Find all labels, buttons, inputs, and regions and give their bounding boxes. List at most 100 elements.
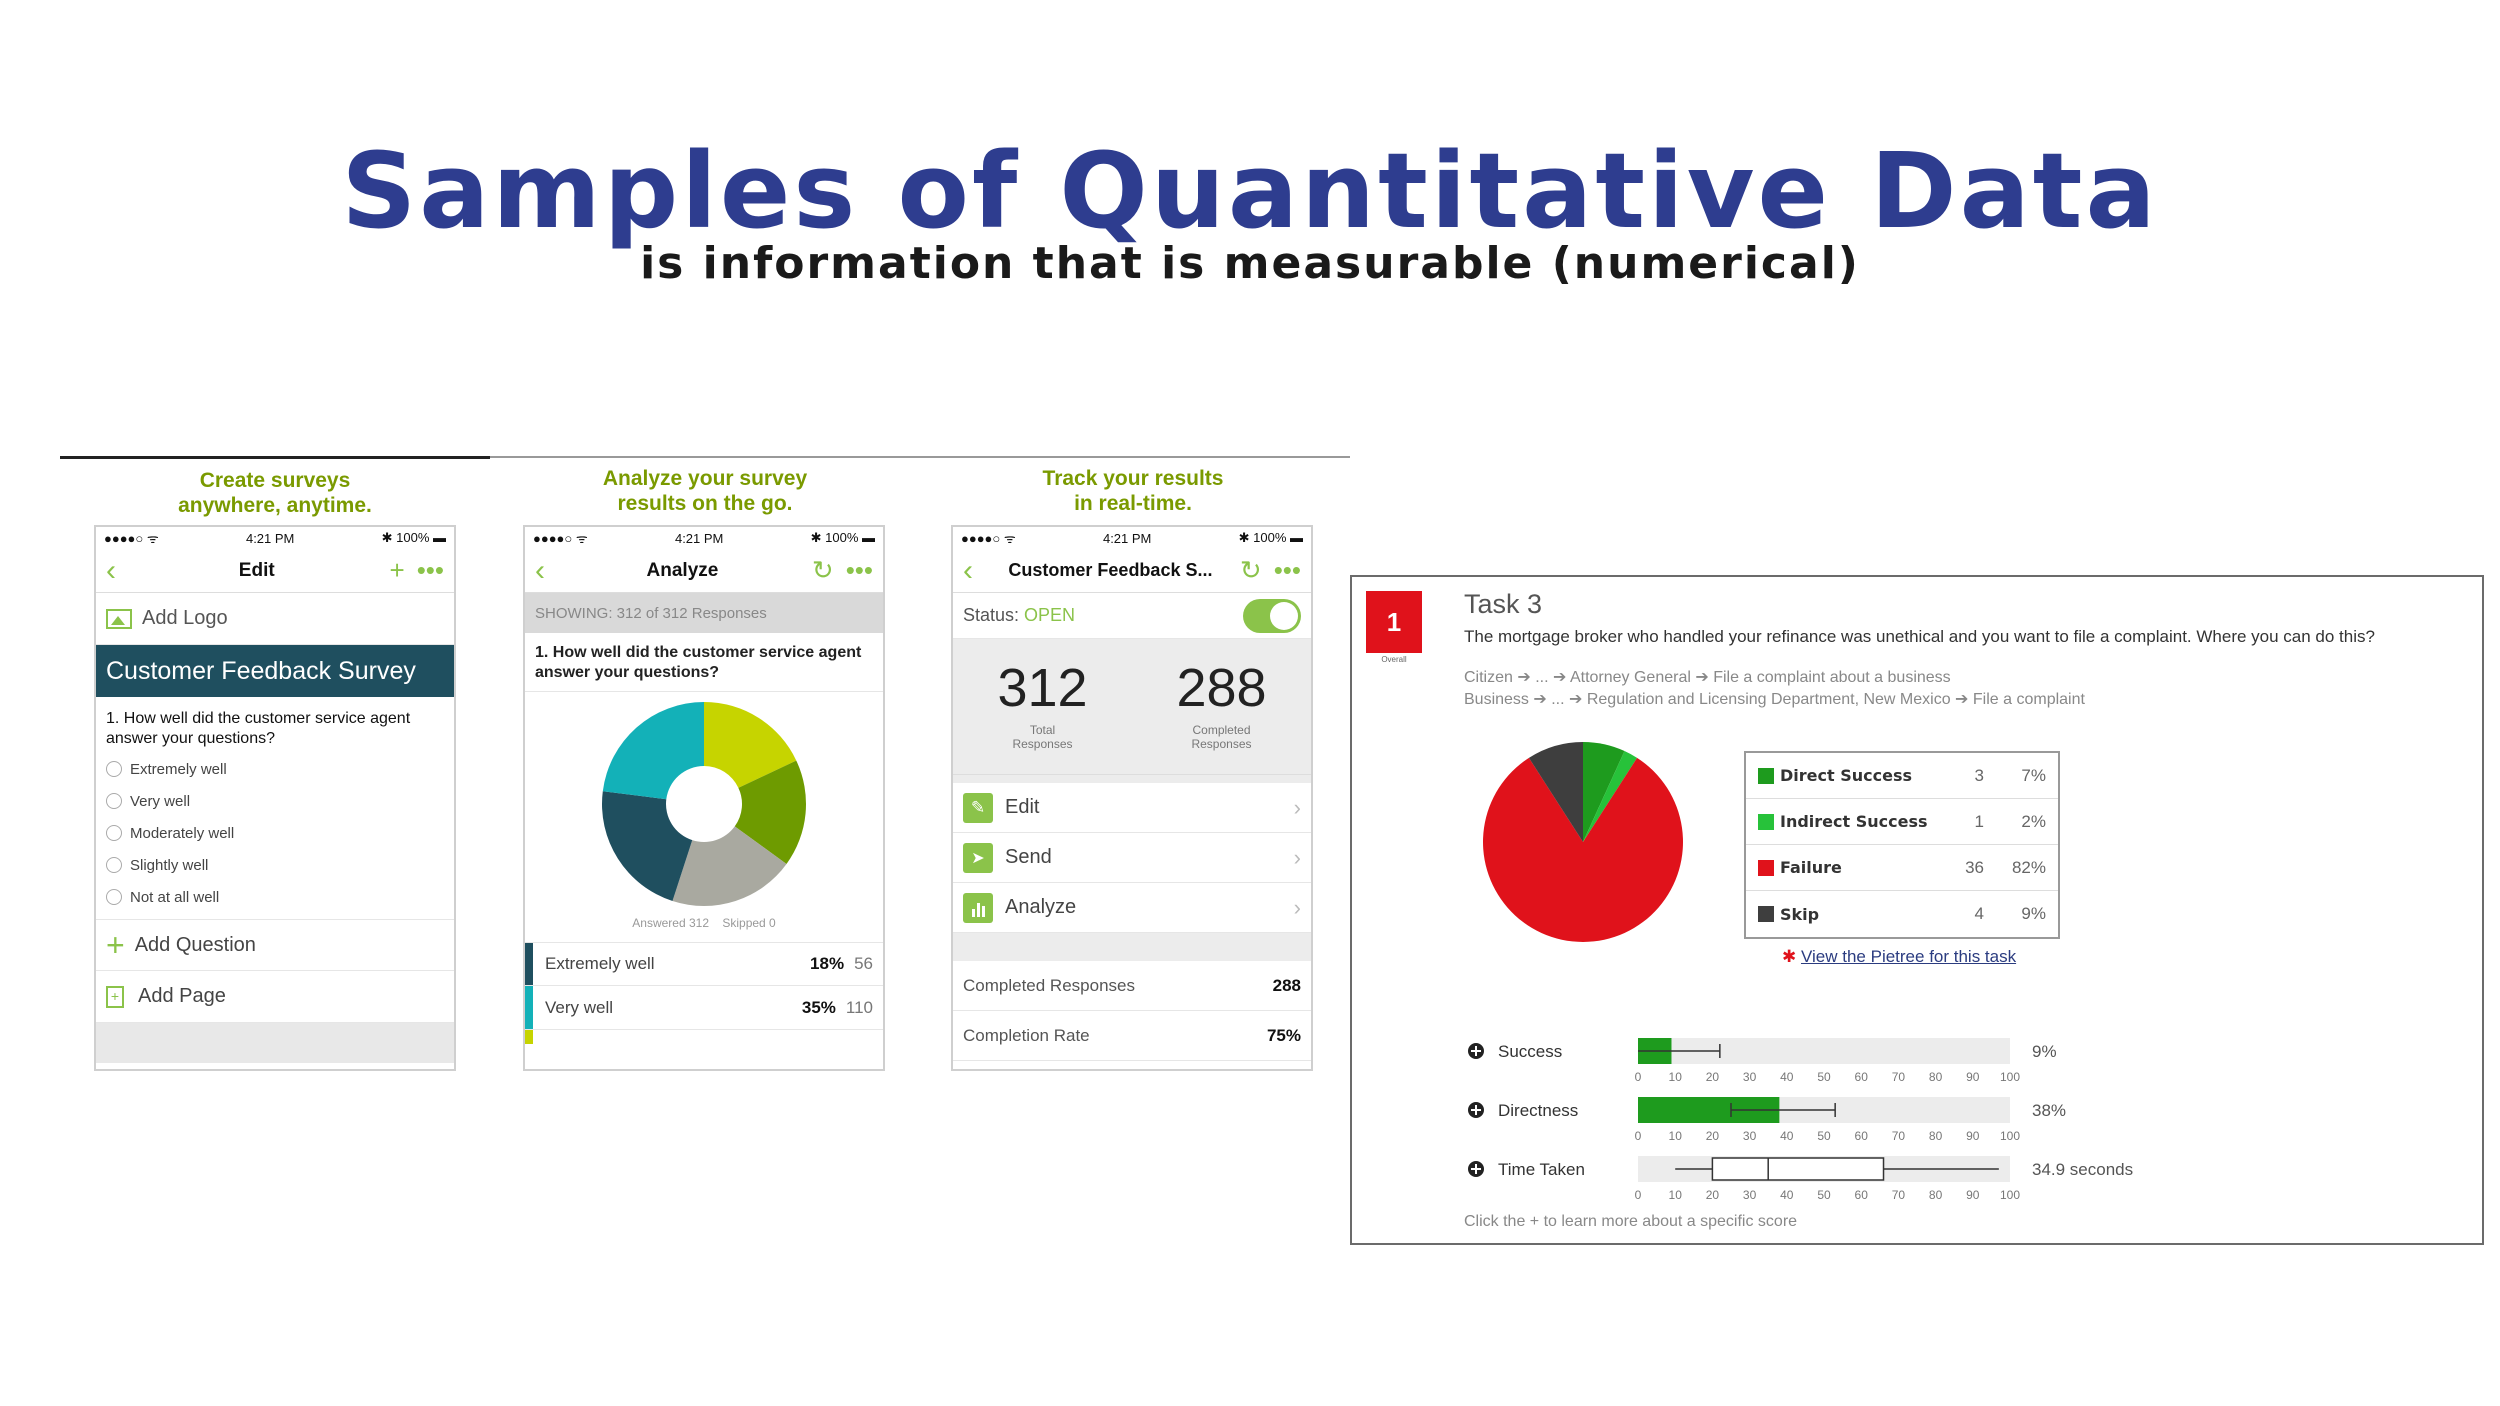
results-pie-chart: [1483, 742, 1683, 942]
score-label: Time Taken: [1498, 1160, 1585, 1179]
chevron-right-icon: ›: [1293, 844, 1301, 870]
axis-tick-label: 50: [1817, 1129, 1831, 1143]
score-row-directness: Directness 38% 0 10 20 30 40 50 60 70 80 90 100: [1468, 1097, 2066, 1143]
battery-level: 100%: [825, 530, 859, 545]
axis-tick-label: 100: [2000, 1070, 2020, 1084]
back-icon[interactable]: ‹: [963, 553, 973, 587]
caption-line: anywhere, anytime.: [178, 494, 372, 517]
stat-label: Completed Responses: [963, 975, 1135, 995]
chevron-right-icon: ›: [1293, 794, 1301, 820]
analyze-action[interactable]: Analyze ›: [953, 883, 1311, 933]
status-text: Status: OPEN: [963, 605, 1075, 626]
option-item[interactable]: Moderately well: [106, 817, 444, 849]
back-icon[interactable]: ‹: [106, 553, 116, 587]
correct-path-1: Citizen ➔ ... ➔ Attorney General ➔ File …: [1464, 669, 1951, 686]
add-page-button[interactable]: + Add Page: [96, 971, 454, 1023]
donut-chart-area: Answered 312 Skipped 0: [525, 692, 883, 942]
refresh-icon[interactable]: ↻: [811, 555, 834, 585]
axis-tick-label: 10: [1669, 1188, 1683, 1202]
more-icon[interactable]: •••: [1273, 555, 1301, 585]
legend-percent: 2%: [2021, 811, 2046, 831]
more-icon[interactable]: •••: [416, 555, 444, 585]
axis-tick-label: 50: [1817, 1188, 1831, 1202]
axis-tick-label: 70: [1892, 1129, 1906, 1143]
clock: 4:21 PM: [1102, 530, 1152, 546]
status-toggle[interactable]: [1243, 598, 1301, 633]
legend-swatch: [1758, 767, 1774, 784]
phone-track-screen: ●●●●○ ᯤ 4:21 PM ✱ 100% ▬ ‹ Customer Feed…: [951, 525, 1313, 1071]
answered-skipped: Answered 312 Skipped 0: [525, 916, 883, 930]
action-label: Send: [1005, 846, 1052, 868]
caption-create: Create surveys anywhere, anytime.: [95, 468, 455, 518]
axis-tick-label: 70: [1892, 1188, 1906, 1202]
status-bar: ●●●●○ ᯤ 4:21 PM ✱ 100% ▬: [953, 527, 1311, 549]
expand-plus-icon[interactable]: [1468, 1043, 1484, 1059]
score-label: Directness: [1498, 1101, 1578, 1120]
action-label: Edit: [1005, 796, 1040, 818]
carrier-signal: ●●●●○ ᯤ: [961, 531, 1016, 546]
score-row-time-taken: Time Taken 34.9 seconds 0 10 20 30 40 50 60 70 80 9…: [1468, 1156, 2133, 1202]
expand-plus-icon[interactable]: [1468, 1161, 1484, 1177]
task-number-badge: 1: [1366, 591, 1422, 653]
task-description: The mortgage broker who handled your ref…: [1464, 627, 2375, 646]
legend-count: 3: [1974, 765, 1984, 785]
legend-swatch: [1758, 813, 1774, 830]
result-label: Extremely well: [545, 954, 655, 973]
result-row[interactable]: Extremely well 18% 56: [525, 942, 883, 986]
caption-track: Track your results in real-time.: [953, 466, 1313, 516]
result-row[interactable]: Very well 35% 110: [525, 986, 883, 1030]
survey-title: Customer Feedback Survey: [106, 656, 416, 685]
pietree-link-text: View the Pietree for this task: [1800, 947, 2017, 966]
axis-tick-label: 40: [1780, 1070, 1794, 1084]
stat-value: 75%: [1266, 1025, 1301, 1045]
color-swatch: [525, 986, 533, 1029]
axis-tick-label: 40: [1780, 1129, 1794, 1143]
page-subtitle: is information that is measurable (numer…: [640, 238, 1860, 289]
axis-tick-label: 60: [1855, 1070, 1869, 1084]
stat-value: 288: [1272, 975, 1301, 995]
option-item[interactable]: Extremely well: [106, 753, 444, 785]
legend-swatch: [1758, 906, 1774, 922]
bottom-spacer: [96, 1023, 454, 1063]
add-icon[interactable]: +: [389, 555, 405, 585]
add-page-icon: +: [106, 985, 124, 1008]
edit-action[interactable]: ✎ Edit ›: [953, 783, 1311, 833]
option-item[interactable]: Very well: [106, 785, 444, 817]
expand-plus-icon[interactable]: [1468, 1102, 1484, 1118]
option-item[interactable]: Slightly well: [106, 849, 444, 881]
refresh-icon[interactable]: ↻: [1239, 555, 1262, 585]
more-icon[interactable]: •••: [845, 555, 873, 585]
score-value: 9%: [2032, 1042, 2057, 1061]
caption-line: Track your results: [1042, 467, 1224, 490]
pietree-link[interactable]: ✱ View the Pietree for this task: [1782, 947, 2016, 967]
status-value: OPEN: [1024, 605, 1076, 625]
axis-tick-label: 60: [1855, 1129, 1869, 1143]
send-action[interactable]: ➤ Send ›: [953, 833, 1311, 883]
axis-tick-label: 90: [1966, 1188, 1980, 1202]
option-label: Very well: [130, 792, 191, 810]
back-icon[interactable]: ‹: [535, 553, 545, 587]
carrier-signal: ●●●●○ ᯤ: [533, 531, 588, 546]
axis-tick-label: 20: [1706, 1070, 1720, 1084]
options-list: Extremely well Very well Moderately well…: [96, 753, 454, 919]
option-item[interactable]: Not at all well: [106, 881, 444, 913]
nav-bar: ‹ Analyze ↻ •••: [525, 549, 883, 593]
axis-tick-label: 100: [2000, 1129, 2020, 1143]
legend-row: Direct Success 3 7%: [1746, 753, 2058, 799]
add-logo-row[interactable]: Add Logo: [96, 593, 454, 645]
caption-line: Create surveys: [199, 469, 351, 492]
survey-title-bar[interactable]: Customer Feedback Survey: [96, 645, 454, 697]
option-label: Moderately well: [130, 824, 235, 842]
legend-swatch: [1758, 859, 1774, 876]
donut-slice-not-at-all-well: [602, 702, 704, 800]
axis-tick-label: 10: [1669, 1129, 1683, 1143]
legend-label: Failure: [1780, 858, 1842, 877]
radio-icon: [106, 825, 122, 841]
page-title: Samples of Quantitative Data: [341, 130, 2159, 252]
spacer: [953, 775, 1311, 783]
legend-count: 1: [1974, 811, 1984, 831]
spacer: [953, 933, 1311, 961]
plus-icon: +: [106, 926, 125, 963]
add-question-button[interactable]: + Add Question: [96, 919, 454, 971]
option-label: Extremely well: [130, 760, 227, 778]
